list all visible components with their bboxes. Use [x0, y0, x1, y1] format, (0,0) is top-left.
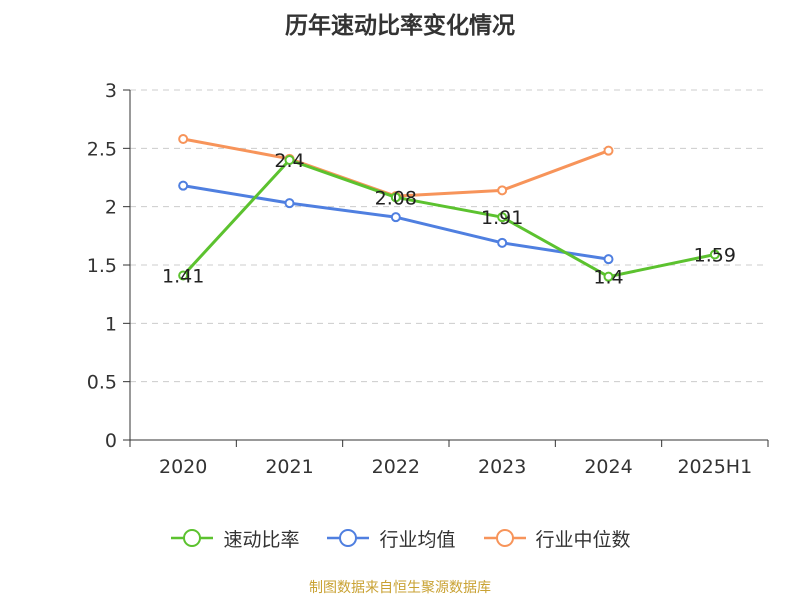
data-point — [284, 198, 295, 209]
data-label-layer: 1.41 2.4 2.08 1.91 1.4 1.59 — [162, 150, 736, 289]
y-tick-label: 3 — [105, 80, 117, 102]
series-line — [182, 158, 716, 279]
legend-marker-icon — [327, 529, 370, 547]
data-point — [497, 212, 508, 223]
legend-item[interactable]: 速动比率 — [169, 525, 299, 552]
x-tick-label: 2024 — [584, 456, 632, 478]
legend-item[interactable]: 行业中位数 — [482, 525, 631, 552]
data-point — [390, 192, 401, 203]
y-tick-label: 1 — [105, 313, 117, 335]
chart-title: 历年速动比率变化情况 — [285, 13, 515, 39]
data-label: 1.59 — [694, 245, 736, 267]
y-tick-label: 2.5 — [87, 138, 117, 160]
data-label: 2.08 — [375, 187, 417, 209]
grid-layer — [130, 89, 768, 383]
data-label: 1.91 — [481, 207, 523, 229]
data-point — [178, 180, 189, 191]
data-point — [390, 212, 401, 223]
data-point — [497, 185, 508, 196]
data-label: 1.4 — [593, 267, 623, 289]
legend-circle — [339, 529, 358, 547]
legend-marker-icon — [171, 529, 214, 547]
legend-label: 速动比率 — [223, 528, 300, 551]
legend-label: 行业中位数 — [535, 528, 631, 551]
data-point — [178, 270, 189, 281]
x-tick-label: 2020 — [159, 456, 207, 478]
y-tick-label: 0 — [105, 430, 117, 452]
legend-circle — [495, 529, 514, 547]
y-tick-label: 1.5 — [87, 255, 117, 277]
legend: 速动比率 行业均值 行业中位数 — [0, 520, 800, 556]
data-point — [603, 271, 614, 282]
x-tick-label: 2021 — [265, 456, 313, 478]
x-tick-label: 2025H1 — [677, 456, 752, 478]
data-point — [603, 254, 614, 265]
data-point — [178, 134, 189, 144]
data-point — [284, 155, 295, 165]
x-tick-label: 2022 — [372, 456, 420, 478]
data-point — [709, 249, 720, 260]
x-tick-label: 2023 — [478, 456, 526, 478]
y-tick-label: 2 — [105, 197, 117, 219]
y-tick-label: 0.5 — [87, 372, 117, 394]
source-note: 制图数据来自恒生聚源数据库 — [309, 580, 491, 596]
data-point — [603, 145, 614, 156]
series-layer — [178, 134, 720, 282]
legend-label: 行业均值 — [379, 528, 456, 551]
axis-layer: 0 0.5 1 1.5 2 2.5 3 2020 2021 2022 2023 2024 2025H1 — [87, 80, 769, 478]
legend-marker-icon — [483, 529, 526, 547]
legend-circle — [183, 529, 202, 547]
data-point — [497, 237, 508, 248]
data-label: 2.4 — [274, 150, 304, 172]
data-label: 1.41 — [162, 266, 204, 288]
legend-item[interactable]: 行业均值 — [325, 525, 456, 552]
